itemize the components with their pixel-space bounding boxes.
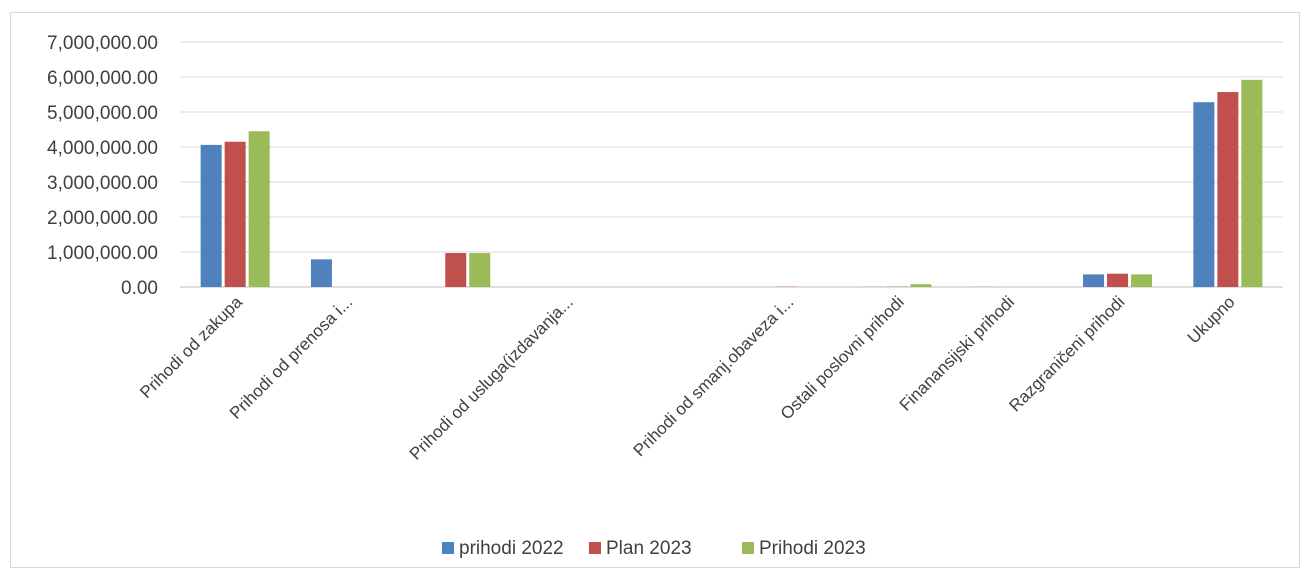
y-tick-label: 2,000,000.00 xyxy=(47,208,158,229)
x-category-label: Finanansijski prihodi xyxy=(896,292,1018,414)
y-tick-label: 0.00 xyxy=(121,278,158,299)
legend: prihodi 2022 Plan 2023 Prihodi 2023 xyxy=(442,538,866,559)
legend-swatch xyxy=(589,542,601,554)
bar xyxy=(1107,273,1129,287)
bar xyxy=(1083,274,1105,287)
x-category-label: Ukupno xyxy=(1184,292,1239,347)
bar xyxy=(310,259,332,287)
legend-label: Plan 2023 xyxy=(606,538,692,559)
y-axis: 0.00 1,000,000.00 2,000,000.00 3,000,000.00… xyxy=(47,33,158,299)
chart-frame xyxy=(10,12,1300,568)
bar xyxy=(224,141,246,287)
legend-swatch xyxy=(742,542,754,554)
bar xyxy=(200,144,222,287)
y-tick-label: 1,000,000.00 xyxy=(47,243,158,264)
bar xyxy=(1217,92,1239,287)
bar xyxy=(248,131,270,287)
legend-swatch xyxy=(442,542,454,554)
legend-label: Prihodi 2023 xyxy=(759,538,866,559)
bar xyxy=(1193,102,1215,287)
bar xyxy=(445,253,467,287)
y-tick-label: 7,000,000.00 xyxy=(47,33,158,54)
y-tick-label: 3,000,000.00 xyxy=(47,173,158,194)
y-tick-label: 4,000,000.00 xyxy=(47,138,158,159)
y-tick-label: 5,000,000.00 xyxy=(47,103,158,124)
y-tick-label: 6,000,000.00 xyxy=(47,68,158,89)
x-category-label: Prihodi od zakupa xyxy=(136,292,246,402)
gridlines xyxy=(180,41,1283,288)
bars xyxy=(200,79,1263,287)
bar xyxy=(1131,274,1153,287)
x-category-label: Prihodi od prenosa i... xyxy=(226,292,356,422)
bar xyxy=(910,284,932,287)
bar xyxy=(1241,79,1263,287)
x-category-label: Ostali poslovni prihodi xyxy=(777,292,908,423)
x-category-label: Razgraničeni prihodi xyxy=(1005,292,1128,415)
legend-label: prihodi 2022 xyxy=(459,538,564,559)
x-category-label: Prihodi od usluga(izdavanja... xyxy=(406,292,577,463)
bar xyxy=(469,253,491,287)
x-category-label: Prihodi od smanj.obaveza i... xyxy=(630,292,798,460)
